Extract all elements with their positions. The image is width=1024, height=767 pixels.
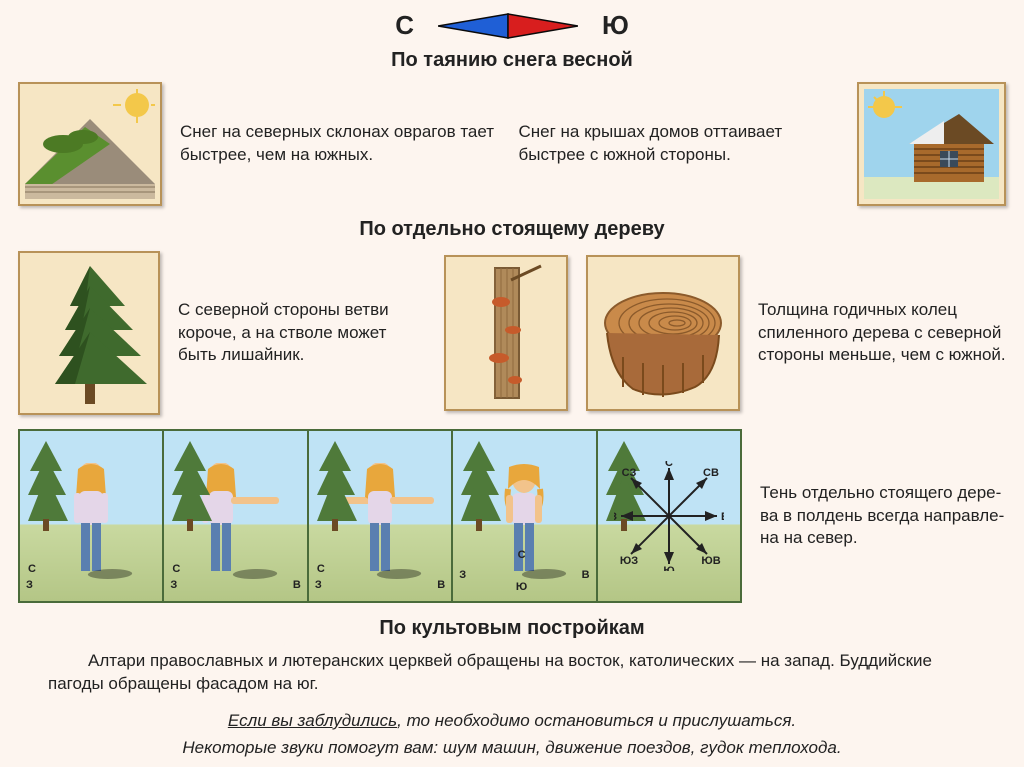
illus-pine [18,251,160,415]
compass-rose-icon: С Ю З В СЗ СВ ЮЗ ЮВ [614,461,724,571]
section-shadow: СЗ СЗВ [18,429,1006,603]
shadow-strip: СЗ СЗВ [18,429,742,603]
svg-text:З: З [614,511,617,523]
svg-text:Ю: Ю [663,565,674,571]
tip-lead: Если вы заблудились [228,711,397,730]
pane-2: СЗВ [164,431,308,601]
pane-1: СЗ [20,431,164,601]
tip-rest: , то необходимо остановиться и прислушат… [397,711,796,730]
tip-line-2: Некоторые звуки помогут вам: шум машин, … [48,737,976,760]
svg-text:СВ: СВ [703,467,719,479]
tree-right-text: Толщина годичных колец спиленного дерева… [758,299,1006,368]
illus-hill [18,82,162,206]
pane-3: СЗВ [309,431,453,601]
religious-body: Алтари православных и лютеранских церкве… [48,650,976,696]
illus-stump [586,255,740,411]
heading-tree: По отдельно стоящему дереву [18,218,1006,241]
illus-trunk [444,255,568,411]
snow-right-text: Снег на крышах домов оттаивает быстрее с… [519,121,840,167]
svg-text:С: С [665,461,673,469]
section-snow: Снег на северных склонах овра­гов тает б… [18,82,1006,206]
svg-text:СЗ: СЗ [621,467,636,479]
svg-text:ЮЗ: ЮЗ [620,555,638,567]
heading-snow: По таянию снега весной [18,49,1006,72]
tree-left-text: С северной стороны ветви короче, а на ст… [178,299,426,368]
tip-line-1: Если вы заблудились, то необходимо остан… [48,710,976,733]
compass-row: С Ю [18,10,1006,41]
heading-religious: По культовым постройкам [18,617,1006,640]
pane-4: С З В Ю [453,431,597,601]
pane-5: С Ю З В СЗ СВ ЮЗ ЮВ [598,431,740,601]
south-label: Ю [602,10,629,41]
svg-text:В: В [721,511,724,523]
svg-text:ЮВ: ЮВ [701,555,720,567]
compass-icon [438,11,578,41]
illus-house [857,82,1006,206]
section-religious: Алтари православных и лютеранских церкве… [48,650,976,760]
snow-left-text: Снег на северных склонах овра­гов тает б… [180,121,501,167]
north-label: С [395,10,414,41]
section-tree: С северной стороны ветви короче, а на ст… [18,251,1006,415]
shadow-text: Тень отдельно стоящего дере­ва в полдень… [760,482,1006,551]
